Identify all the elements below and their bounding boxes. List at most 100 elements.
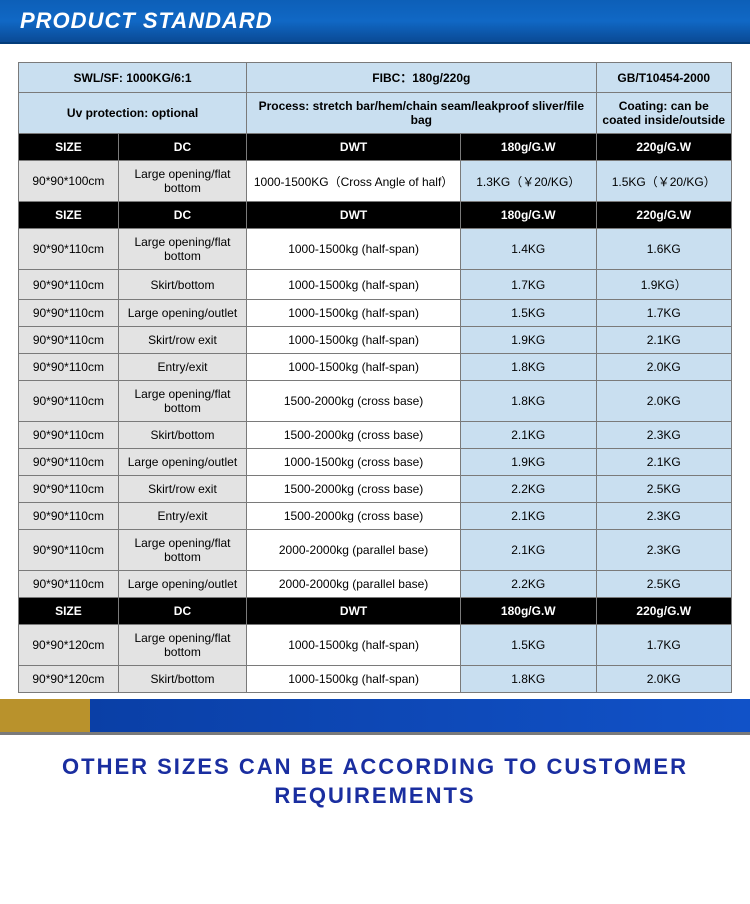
col-header-220g: 220g/G.W (596, 598, 732, 625)
cell-220g: 2.1KG (596, 327, 732, 354)
cell-size: 90*90*110cm (19, 449, 119, 476)
top-header-gb: GB/T10454-2000 (596, 63, 732, 93)
cell-size: 90*90*120cm (19, 625, 119, 666)
cell-dc: Large opening/flat bottom (118, 625, 246, 666)
cell-220g: 2.5KG (596, 476, 732, 503)
col-header-220g: 220g/G.W (596, 202, 732, 229)
cell-180g: 2.2KG (461, 571, 596, 598)
product-table: SWL/SF: 1000KG/6:1FIBC：180g/220gGB/T1045… (18, 62, 732, 693)
cell-220g: 2.0KG (596, 666, 732, 693)
cell-dwt: 1000-1500KG（Cross Angle of half） (247, 161, 461, 202)
cell-dc: Large opening/flat bottom (118, 229, 246, 270)
cell-180g: 2.1KG (461, 503, 596, 530)
sub-header-coating: Coating: can be coated inside/outside (596, 93, 732, 134)
cell-dwt: 1000-1500kg (half-span) (247, 300, 461, 327)
cell-220g: 2.0KG (596, 381, 732, 422)
cell-size: 90*90*110cm (19, 327, 119, 354)
cell-220g: 1.6KG (596, 229, 732, 270)
cell-size: 90*90*110cm (19, 476, 119, 503)
cell-180g: 1.3KG（￥20/KG） (461, 161, 596, 202)
col-header-dc: DC (118, 134, 246, 161)
col-header-size: SIZE (19, 134, 119, 161)
cell-dwt: 1000-1500kg (half-span) (247, 229, 461, 270)
cell-220g: 1.9KG） (596, 270, 732, 300)
col-header-dwt: DWT (247, 598, 461, 625)
cell-dc: Entry/exit (118, 354, 246, 381)
col-header-dc: DC (118, 202, 246, 229)
cell-size: 90*90*110cm (19, 422, 119, 449)
table-container: SWL/SF: 1000KG/6:1FIBC：180g/220gGB/T1045… (0, 44, 750, 693)
cell-220g: 2.3KG (596, 422, 732, 449)
cell-180g: 1.4KG (461, 229, 596, 270)
cell-220g: 2.0KG (596, 354, 732, 381)
cell-size: 90*90*120cm (19, 666, 119, 693)
cell-180g: 2.1KG (461, 422, 596, 449)
cell-dwt: 1500-2000kg (cross base) (247, 422, 461, 449)
footer-banner (0, 699, 750, 735)
cell-180g: 1.9KG (461, 327, 596, 354)
col-header-180g: 180g/G.W (461, 134, 596, 161)
cell-size: 90*90*110cm (19, 503, 119, 530)
cell-180g: 1.5KG (461, 300, 596, 327)
col-header-180g: 180g/G.W (461, 598, 596, 625)
cell-dc: Skirt/bottom (118, 422, 246, 449)
cell-dc: Large opening/outlet (118, 300, 246, 327)
cell-180g: 2.2KG (461, 476, 596, 503)
cell-180g: 1.8KG (461, 666, 596, 693)
col-header-dwt: DWT (247, 134, 461, 161)
cell-220g: 2.3KG (596, 503, 732, 530)
cell-dwt: 1000-1500kg (cross base) (247, 449, 461, 476)
cell-180g: 1.9KG (461, 449, 596, 476)
cell-dwt: 1500-2000kg (cross base) (247, 476, 461, 503)
col-header-dc: DC (118, 598, 246, 625)
cell-size: 90*90*110cm (19, 229, 119, 270)
top-header-fibc: FIBC：180g/220g (247, 63, 596, 93)
col-header-size: SIZE (19, 202, 119, 229)
cell-dc: Skirt/row exit (118, 476, 246, 503)
cell-dwt: 1000-1500kg (half-span) (247, 354, 461, 381)
cell-dwt: 1500-2000kg (cross base) (247, 381, 461, 422)
cell-dc: Skirt/row exit (118, 327, 246, 354)
sub-header-uv: Uv protection: optional (19, 93, 247, 134)
cell-size: 90*90*110cm (19, 571, 119, 598)
title-text: PRODUCT STANDARD (20, 8, 273, 33)
cell-dc: Large opening/flat bottom (118, 530, 246, 571)
col-header-220g: 220g/G.W (596, 134, 732, 161)
cell-220g: 1.7KG (596, 625, 732, 666)
cell-180g: 1.5KG (461, 625, 596, 666)
cell-size: 90*90*110cm (19, 300, 119, 327)
cell-dwt: 1000-1500kg (half-span) (247, 666, 461, 693)
bottom-text: OTHER SIZES CAN BE ACCORDING TO CUSTOMER… (0, 735, 750, 830)
sub-header-process: Process: stretch bar/hem/chain seam/leak… (247, 93, 596, 134)
cell-dwt: 2000-2000kg (parallel base) (247, 571, 461, 598)
cell-dc: Entry/exit (118, 503, 246, 530)
col-header-size: SIZE (19, 598, 119, 625)
cell-180g: 1.8KG (461, 381, 596, 422)
cell-dc: Large opening/flat bottom (118, 381, 246, 422)
col-header-180g: 180g/G.W (461, 202, 596, 229)
cell-dwt: 1000-1500kg (half-span) (247, 327, 461, 354)
title-bar: PRODUCT STANDARD (0, 0, 750, 44)
cell-220g: 1.7KG (596, 300, 732, 327)
cell-size: 90*90*110cm (19, 381, 119, 422)
cell-220g: 2.3KG (596, 530, 732, 571)
top-header-swl: SWL/SF: 1000KG/6:1 (19, 63, 247, 93)
col-header-dwt: DWT (247, 202, 461, 229)
cell-dc: Large opening/flat bottom (118, 161, 246, 202)
cell-dwt: 1000-1500kg (half-span) (247, 625, 461, 666)
cell-180g: 1.8KG (461, 354, 596, 381)
cell-dc: Skirt/bottom (118, 666, 246, 693)
cell-180g: 1.7KG (461, 270, 596, 300)
cell-size: 90*90*100cm (19, 161, 119, 202)
cell-220g: 2.5KG (596, 571, 732, 598)
cell-dwt: 1500-2000kg (cross base) (247, 503, 461, 530)
cell-dc: Large opening/outlet (118, 571, 246, 598)
cell-220g: 1.5KG（￥20/KG） (596, 161, 732, 202)
cell-dwt: 1000-1500kg (half-span) (247, 270, 461, 300)
cell-dc: Large opening/outlet (118, 449, 246, 476)
cell-dwt: 2000-2000kg (parallel base) (247, 530, 461, 571)
cell-size: 90*90*110cm (19, 270, 119, 300)
cell-size: 90*90*110cm (19, 354, 119, 381)
cell-180g: 2.1KG (461, 530, 596, 571)
cell-220g: 2.1KG (596, 449, 732, 476)
